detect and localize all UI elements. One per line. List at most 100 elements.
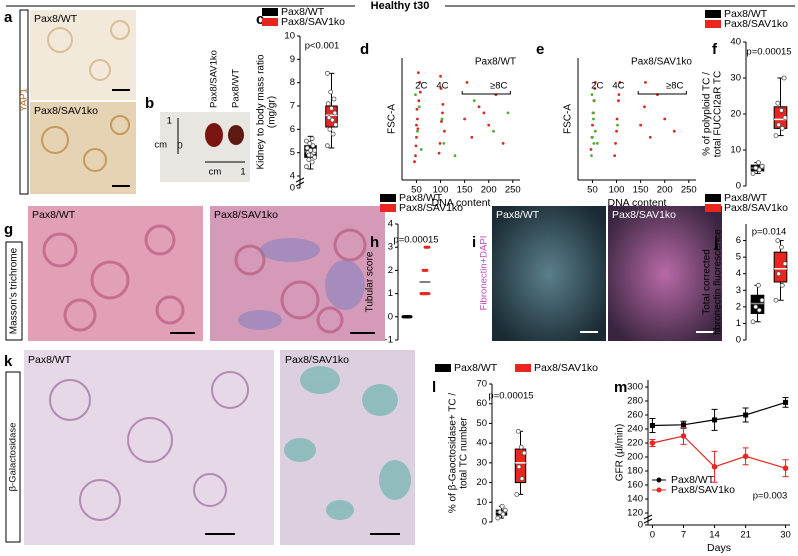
annotation: ≥8C: [666, 81, 683, 92]
point: [326, 115, 332, 121]
p-value: p=0.014: [752, 227, 787, 238]
y-tick-label: 200: [627, 452, 643, 463]
point: [416, 117, 419, 121]
point: [649, 440, 656, 446]
y-tick-label: 20: [730, 109, 741, 120]
legend-swatch: [380, 194, 396, 202]
x-tick-label: 21: [740, 530, 751, 541]
side-label: Fibronectin+DAPI: [479, 236, 490, 311]
axis-break: [643, 514, 653, 520]
image-label: Pax8/SAV1ko: [214, 209, 278, 221]
point: [413, 160, 416, 164]
point: [325, 101, 331, 107]
point: [773, 133, 779, 139]
y-tick-label: 3: [736, 285, 741, 296]
side-label: β-Galactosidase: [8, 423, 19, 492]
point: [593, 87, 597, 90]
line: [652, 435, 786, 469]
point: [618, 81, 622, 84]
point: [487, 123, 491, 127]
image-label: Pax8/WT: [496, 209, 540, 221]
x-tick-label: 250: [681, 185, 697, 196]
axis-break: [295, 177, 305, 183]
kidney: [205, 123, 223, 147]
point: [306, 152, 312, 158]
point: [782, 261, 788, 267]
y-tick-label: 30: [476, 457, 487, 468]
point: [514, 491, 520, 497]
point: [779, 108, 784, 113]
ruler-label: 0: [177, 141, 182, 152]
point: [312, 147, 318, 153]
image-label: Pax8/SAV1ko: [34, 105, 98, 117]
point: [521, 450, 527, 456]
texture: [284, 366, 411, 520]
micrograph: [492, 206, 606, 341]
panel-letter: l: [432, 379, 436, 396]
x-tick-label: 200: [657, 185, 673, 196]
micrograph: [28, 206, 203, 341]
point: [592, 99, 596, 103]
point: [330, 131, 336, 137]
kidney: [228, 125, 244, 145]
p-value: p=0.003: [753, 491, 788, 502]
point: [502, 507, 508, 513]
legend-label: Pax8/SAV1ko: [399, 202, 463, 214]
texture: [238, 238, 365, 330]
y-tick-label: 6: [290, 124, 295, 135]
point: [617, 99, 620, 103]
point: [649, 423, 655, 428]
y-tick-label: 50: [476, 418, 487, 429]
photo: [160, 112, 250, 182]
point: [593, 81, 597, 84]
point: [307, 140, 313, 146]
line: [652, 401, 786, 427]
point: [333, 122, 339, 128]
point: [463, 117, 467, 121]
y-tick-label: 10: [476, 497, 487, 508]
y-tick-label: 0: [638, 520, 643, 531]
p-value: p<0.001: [305, 41, 340, 52]
micrograph: [30, 10, 136, 100]
point: [518, 444, 524, 450]
point: [309, 136, 315, 142]
ruler-label: 1: [240, 167, 245, 178]
point: [756, 167, 762, 173]
point: [592, 117, 595, 121]
annotation: 4C: [612, 81, 624, 92]
box: [773, 251, 788, 283]
point: [776, 271, 782, 277]
x-tick-label: 200: [481, 185, 497, 196]
y-tick-label: 4: [290, 171, 295, 182]
x-tick-label: 250: [505, 185, 521, 196]
point: [750, 319, 756, 325]
point: [440, 120, 443, 123]
point: [324, 143, 330, 149]
point: [783, 399, 789, 405]
y-tick-label: 5: [290, 147, 295, 158]
x-tick-label: 150: [633, 185, 649, 196]
y-tick-label: 10: [284, 31, 295, 42]
y-tick-label: 120: [627, 508, 643, 519]
point: [421, 268, 429, 272]
side-frame: [5, 371, 21, 543]
side-frame: [5, 241, 23, 341]
point: [681, 422, 686, 428]
y-tick-label: 5: [736, 252, 741, 263]
legend-label: Pax8/SAV1ko: [724, 18, 788, 30]
legend-swatch: [705, 204, 721, 212]
y-tick-label: 280: [627, 396, 643, 407]
point: [775, 238, 781, 243]
x-tick-label: 50: [411, 185, 422, 196]
y-tick-label: 7: [290, 101, 295, 112]
image-label: Pax8/SAV1ko: [612, 209, 676, 221]
point: [482, 111, 486, 115]
y-tick-label: 9: [290, 54, 295, 65]
legend-swatch: [262, 8, 278, 16]
side-label: Masson's trichrome: [9, 247, 20, 334]
p-value: p=0.00015: [746, 47, 791, 58]
y-tick-label: 300: [627, 382, 643, 393]
point: [304, 145, 310, 151]
point: [506, 111, 510, 115]
side-label: YAP1: [19, 88, 30, 112]
